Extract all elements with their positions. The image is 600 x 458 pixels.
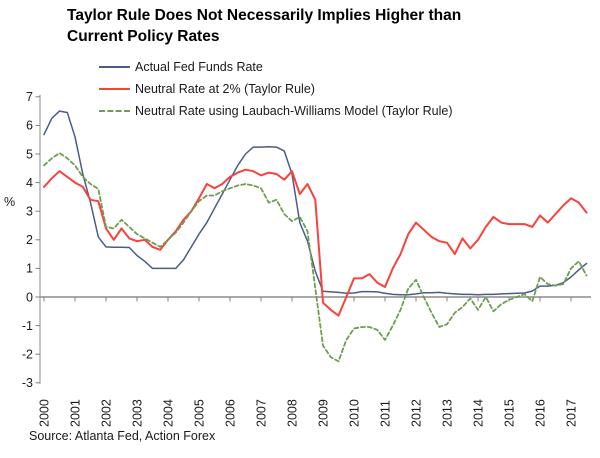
- x-tick-label: 2014: [472, 399, 486, 427]
- legend-label: Neutral Rate at 2% (Taylor Rule): [135, 82, 315, 96]
- y-tick-label: 1: [26, 262, 33, 276]
- x-tick-label: 2007: [255, 399, 269, 427]
- x-tick-labels: 2000 2001 2002 2003 2004 2005 2006 2007 2008 2009…: [38, 399, 579, 427]
- x-tick-label: 2016: [534, 399, 548, 427]
- y-tick-label: -3: [22, 376, 33, 390]
- y-tick-label: 2: [26, 233, 33, 247]
- x-tick-label: 2006: [224, 399, 238, 427]
- y-tick-label: 5: [26, 147, 33, 161]
- legend-line-swatch-2: [99, 110, 130, 112]
- x-axis: [40, 296, 591, 302]
- x-tick-label: 2017: [565, 399, 579, 427]
- legend-label: Neutral Rate using Laubach-Williams Mode…: [135, 104, 453, 118]
- y-tick-label: 3: [26, 205, 33, 219]
- y-tick-label: 6: [26, 119, 33, 133]
- y-tick-label: -2: [22, 348, 33, 362]
- x-tick-label: 2015: [503, 399, 517, 427]
- x-tick-label: 2003: [131, 399, 145, 427]
- chart-title-line1: Taylor Rule Does Not Necessarily Implies…: [67, 7, 462, 24]
- x-tick-label: 2011: [379, 400, 393, 427]
- legend-line-swatch-0: [99, 66, 130, 68]
- y-tick-label: 4: [26, 176, 33, 190]
- y-tick-label: 7: [26, 90, 33, 104]
- chart-legend: Actual Fed Funds Rate Neutral Rate at 2%…: [99, 56, 453, 122]
- legend-item-fed-funds: Actual Fed Funds Rate: [99, 56, 453, 78]
- x-tick-label: 2012: [410, 399, 424, 427]
- legend-line-swatch-1: [99, 88, 130, 90]
- chart-title: Taylor Rule Does Not Necessarily Implies…: [67, 5, 587, 47]
- x-tick-label: 2004: [162, 399, 176, 427]
- y-axis-label: %: [4, 195, 16, 209]
- series-line-0: [43, 110, 588, 296]
- chart-title-line2: Current Policy Rates: [67, 28, 220, 45]
- x-tick-label: 2008: [286, 399, 300, 427]
- x-tick-label: 2002: [100, 399, 114, 427]
- x-tick-label: 2001: [69, 399, 83, 427]
- x-tick-label: 2005: [193, 399, 207, 427]
- x-tick-label: 2009: [317, 399, 331, 427]
- y-tick-label: -1: [22, 319, 33, 333]
- source-note: Source: Atlanta Fed, Action Forex: [29, 429, 216, 443]
- y-tick-label: 0: [26, 290, 33, 304]
- legend-item-taylor-2pct: Neutral Rate at 2% (Taylor Rule): [99, 78, 453, 100]
- x-tick-label: 2010: [348, 399, 362, 427]
- legend-item-laubach-williams: Neutral Rate using Laubach-Williams Mode…: [99, 100, 453, 122]
- x-tick-label: 2000: [38, 399, 52, 427]
- legend-label: Actual Fed Funds Rate: [135, 60, 263, 74]
- series-line-2: [43, 152, 588, 363]
- series-line-1: [43, 168, 588, 317]
- x-tick-label: 2013: [441, 399, 455, 427]
- y-axis: 7 6 5 4 3 2 1 0 -1 -2 -3: [22, 90, 41, 390]
